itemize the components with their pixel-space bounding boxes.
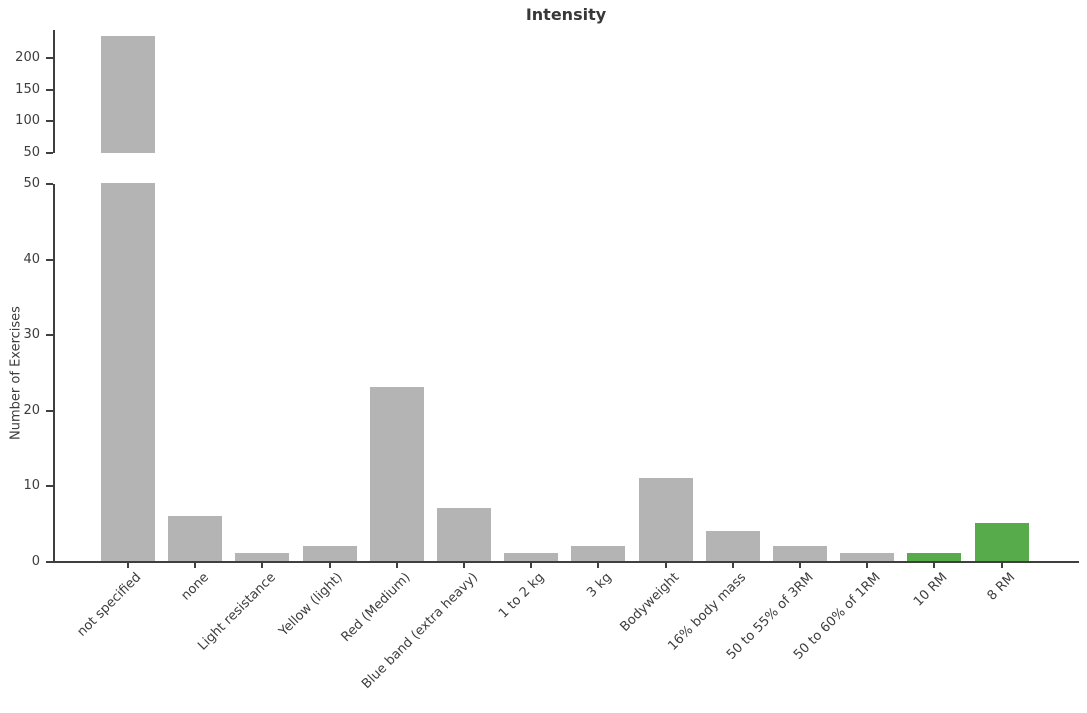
y-tick-label: 20 — [23, 402, 40, 418]
x-tick — [933, 563, 936, 568]
x-tick-label-text: 8 RM — [984, 570, 1019, 604]
x-tick — [395, 563, 398, 568]
bar — [907, 553, 962, 561]
x-tick-label-text: Yellow (light) — [276, 570, 347, 640]
y-tick-label: 30 — [23, 327, 40, 343]
y-tick — [46, 152, 53, 154]
bar — [101, 183, 155, 561]
x-tick — [194, 563, 197, 568]
y-tick — [46, 561, 53, 563]
x-tick-label-text: none — [178, 570, 212, 604]
x-tick — [731, 563, 734, 568]
y-tick — [46, 56, 53, 59]
x-axis-line — [53, 561, 1079, 563]
x-tick — [530, 563, 533, 568]
bar — [974, 523, 1029, 561]
x-tick — [664, 563, 667, 568]
bar — [705, 530, 760, 561]
x-tick — [261, 563, 264, 568]
bar — [235, 553, 290, 561]
bar — [168, 515, 223, 561]
y-tick-label: 50 — [23, 176, 40, 191]
y-tick — [46, 183, 53, 185]
y-axis-label: Number of Exercises — [8, 306, 24, 440]
y-tick-label: 100 — [15, 113, 40, 129]
x-tick-label-text: Bodyweight — [617, 570, 683, 635]
y-tick — [46, 88, 53, 91]
bar — [437, 508, 491, 561]
x-tick-label-text: Red (Medium) — [338, 570, 414, 645]
y-tick — [46, 258, 53, 261]
y-tick — [46, 485, 53, 488]
y-tick — [46, 409, 53, 412]
x-tick — [597, 563, 600, 568]
bar — [369, 387, 424, 561]
y-tick-label: 150 — [15, 81, 40, 97]
x-tick-label-text: 1 to 2 kg — [496, 570, 548, 622]
y-tick-label: 50 — [23, 145, 40, 160]
y-tick-label: 40 — [23, 251, 40, 267]
x-tick — [463, 563, 465, 568]
bar — [638, 477, 693, 561]
y-tick — [46, 120, 53, 123]
bar — [840, 553, 895, 561]
bar — [302, 545, 357, 561]
y-tick-label: 200 — [15, 49, 40, 65]
x-tick-label-text: 3 kg — [584, 570, 615, 601]
chart-title: Intensity — [525, 5, 607, 24]
x-tick-label-text: 10 RM — [911, 570, 951, 610]
x-tick — [799, 563, 801, 568]
x-tick — [1000, 563, 1003, 568]
y-tick — [46, 334, 53, 337]
bar — [504, 553, 559, 561]
x-tick-label-text: Blue band (extra heavy) — [358, 570, 481, 692]
bar-upper-segment — [101, 35, 155, 153]
bar — [571, 545, 626, 561]
lower-axis-panel: 0 10 20 30 40 50 — [23, 177, 1081, 569]
y-tick-label: 0 — [31, 554, 40, 569]
upper-axis-panel: 50 100 150 200 — [15, 30, 1081, 160]
x-tick — [328, 563, 331, 568]
x-tick — [866, 563, 869, 568]
x-tick-label-text: not specified — [74, 570, 145, 640]
x-tick — [127, 563, 129, 568]
y-tick-label: 10 — [23, 478, 40, 494]
bar — [773, 545, 827, 561]
